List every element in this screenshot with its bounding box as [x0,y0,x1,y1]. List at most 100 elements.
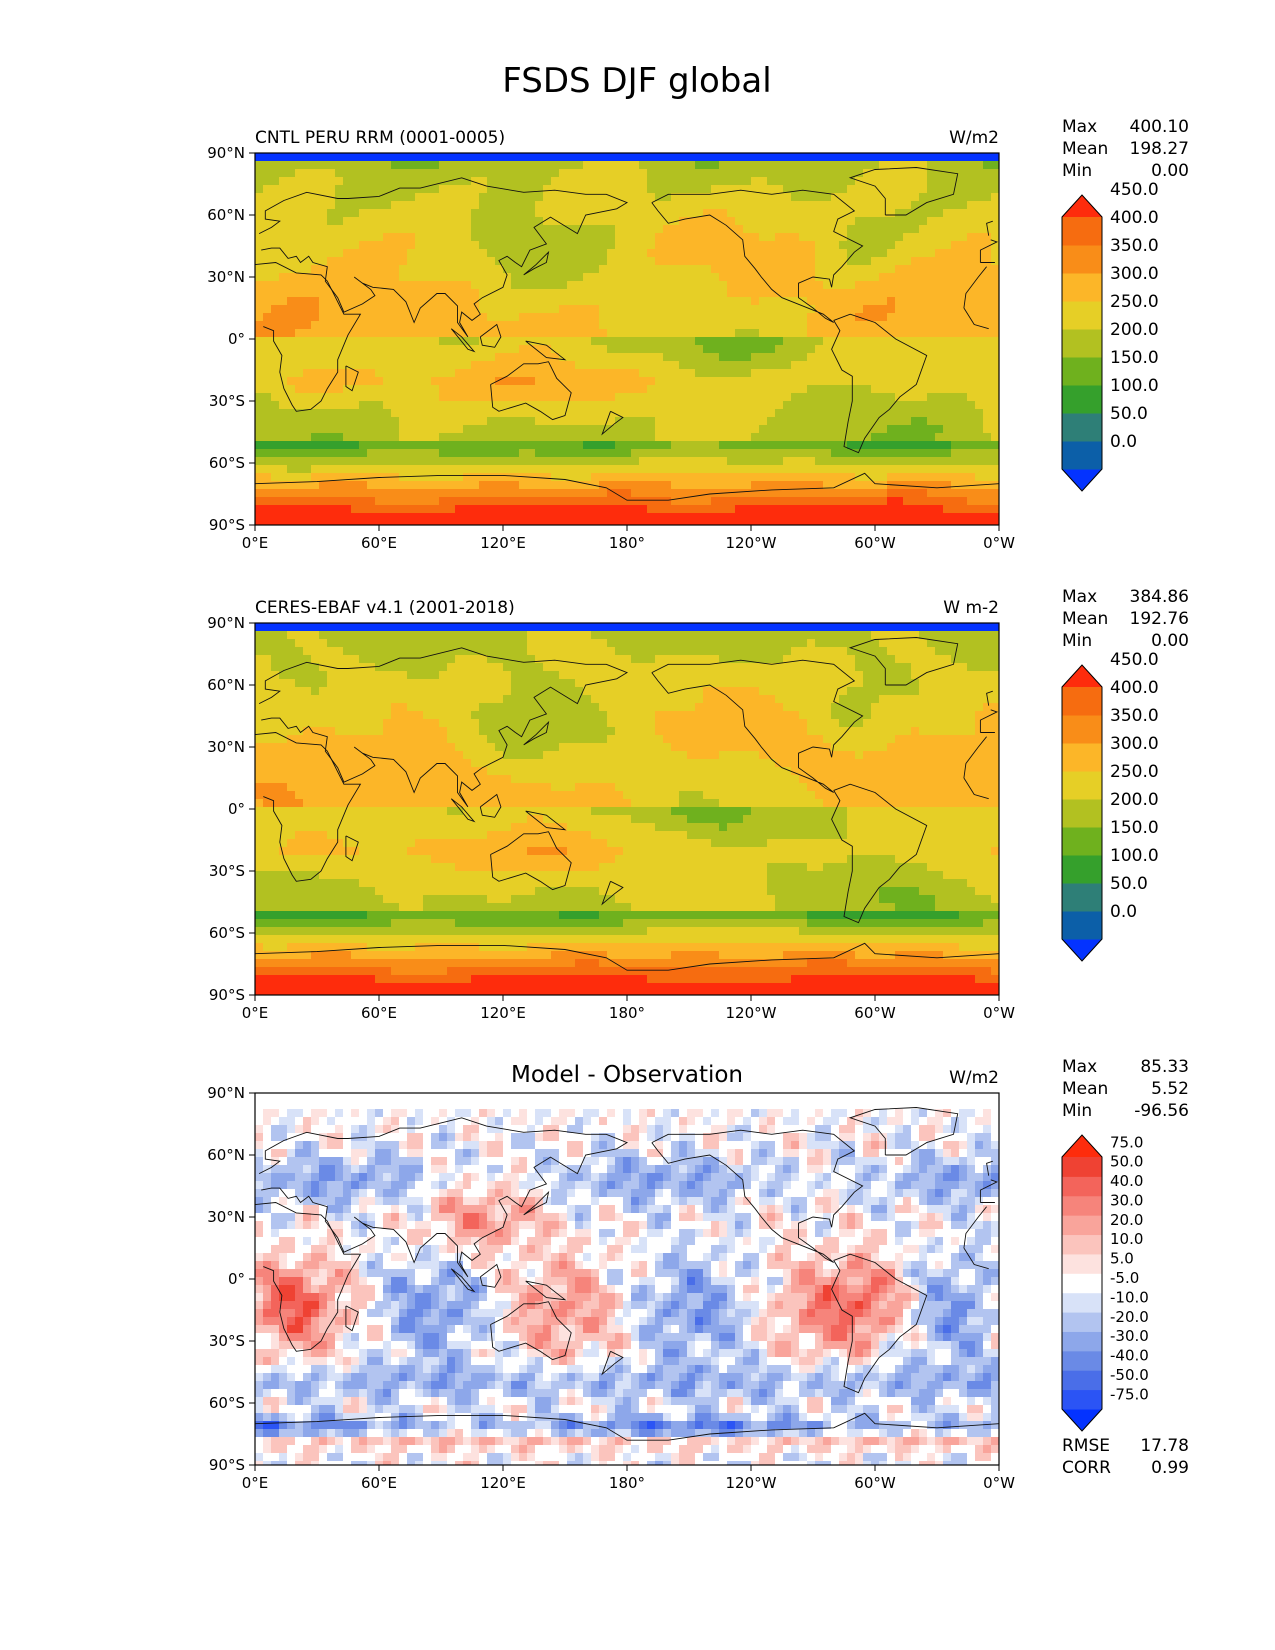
field-cell [471,393,480,402]
field-cell [399,193,408,202]
field-cell [735,209,744,218]
field-cell [287,225,296,234]
field-cell [791,353,800,362]
field-cell [311,361,320,370]
field-cell [631,289,640,298]
field-cell [991,241,999,250]
field-cell [711,185,720,194]
field-cell [631,297,640,306]
field-cell [799,449,808,458]
field-cell [271,513,280,522]
field-cell [943,369,952,378]
field-cell [767,647,776,656]
field-cell [287,233,296,242]
field-cell [607,465,616,474]
field-cell [335,521,344,525]
field-cell [431,433,440,442]
field-cell [791,161,800,170]
field-cell [391,433,400,442]
field-cell [655,289,664,298]
field-cell [399,417,408,426]
field-cell [623,289,632,298]
field-cell [511,225,520,234]
field-cell [255,505,264,514]
field-cell [383,281,392,290]
field-cell [655,185,664,194]
field-cell [671,489,680,498]
field-cell [719,321,728,330]
field-cell [639,639,648,648]
field-cell [815,505,824,514]
field-cell [407,265,416,274]
field-cell [655,281,664,290]
field-cell [751,233,760,242]
field-cell [855,449,864,458]
field-cell [863,249,872,258]
field-cell [895,449,904,458]
field-cell [831,313,840,322]
field-cell [679,393,688,402]
field-cell [503,305,512,314]
field-cell [327,457,336,466]
field-cell [383,417,392,426]
field-cell [815,457,824,466]
field-cell [959,513,968,522]
field-cell [623,497,632,506]
field-cell [255,647,264,656]
field-cell [415,417,424,426]
field-cell [615,209,624,218]
field-cell [359,409,368,418]
field-cell [919,329,928,338]
field-cell [287,321,296,330]
field-cell [639,209,648,218]
field-cell [735,393,744,402]
field-cell [631,481,640,490]
field-cell [759,177,768,186]
field-cell [263,313,272,322]
field-cell [983,313,992,322]
field-cell [375,385,384,394]
lat-tick-label: 60°S [209,454,245,472]
field-cell [575,655,584,664]
field-cell [391,505,400,514]
field-cell [687,209,696,218]
field-cell [303,647,312,656]
field-cell [527,161,536,170]
field-cell [479,329,488,338]
field-cell [703,631,712,640]
field-cell [975,193,984,202]
field-cell [719,273,728,282]
field-cell [639,441,648,450]
field-cell [719,417,728,426]
field-cell [343,513,352,522]
field-cell [951,289,960,298]
field-cell [703,639,712,648]
field-cell [431,457,440,466]
field-cell [711,153,720,162]
field-cell [319,505,328,514]
field-cell [911,225,920,234]
field-cell [911,297,920,306]
field-cell [911,201,920,210]
field-cell [279,217,288,226]
field-cell [327,369,336,378]
field-cell [559,377,568,386]
field-cell [855,305,864,314]
field-cell [919,257,928,266]
field-cell [495,489,504,498]
field-cell [919,631,928,640]
field-cell [407,337,416,346]
field-cell [631,505,640,514]
field-cell [983,473,992,482]
field-cell [879,505,888,514]
field-cell [463,305,472,314]
field-cell [295,377,304,386]
field-cell [527,497,536,506]
field-cell [687,225,696,234]
field-cell [447,305,456,314]
field-cell [759,337,768,346]
field-cell [303,321,312,330]
field-cell [479,209,488,218]
field-cell [567,513,576,522]
field-cell [775,297,784,306]
